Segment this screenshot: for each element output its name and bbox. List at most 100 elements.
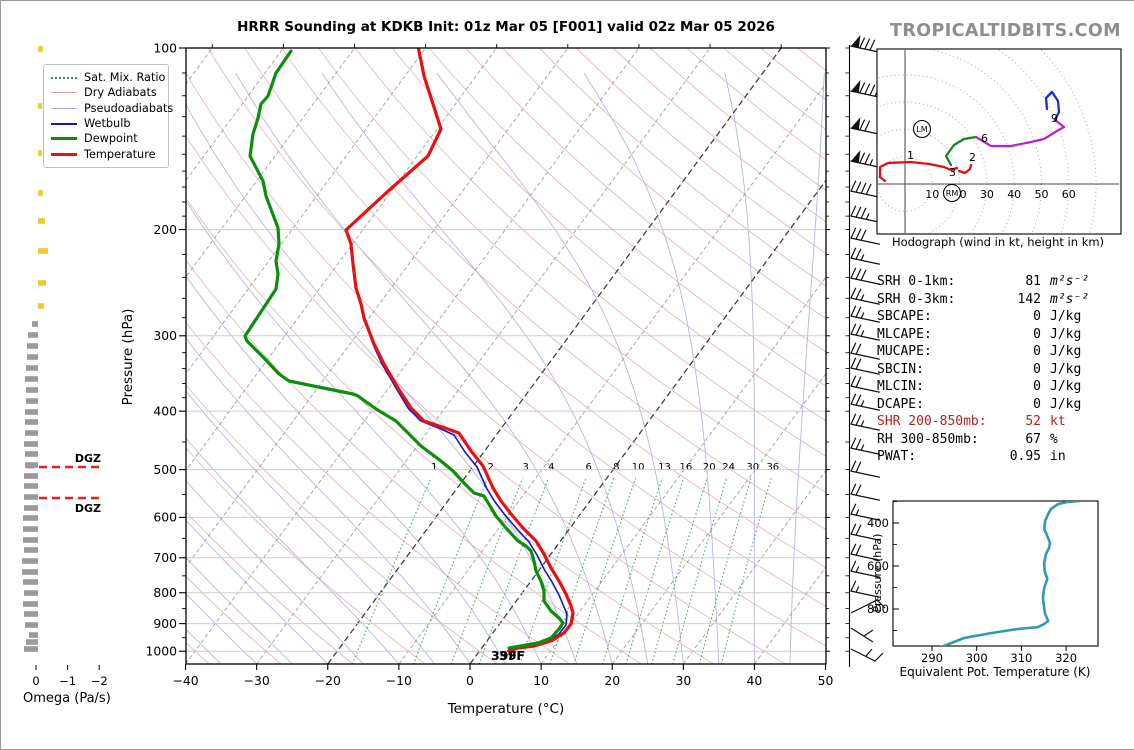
hodograph-trace-2: [957, 163, 973, 175]
index-row: MLCIN: 0 J/kg: [877, 378, 1127, 396]
svg-text:LM: LM: [916, 125, 927, 134]
index-row: SHR 200-850mb: 52 kt: [877, 413, 1127, 431]
svg-text:600: 600: [153, 510, 177, 525]
index-cell: 0: [1033, 344, 1041, 360]
index-row: PWAT: 0.95 in: [877, 448, 1127, 466]
svg-text:600: 600: [867, 559, 889, 573]
legend-item-pseudo: Pseudoadiabats: [51, 101, 173, 116]
svg-text:3: 3: [522, 462, 528, 473]
legend: Sat. Mix. Ratio Dry Adiabats Pseudoadiabat…: [43, 64, 173, 168]
hodograph-trace-6-9: [974, 118, 1066, 148]
indices-panel: SRH 0-1km: 81 m²s⁻² SRH 0-3km: 142 m²s⁻² SBCAP…: [877, 273, 1127, 466]
surface-dewpoint-label: 39F: [491, 648, 517, 663]
svg-text:6: 6: [981, 132, 988, 145]
thetae-x-label: Equivalent Pot. Temperature (K): [900, 665, 1091, 679]
svg-text:40: 40: [1007, 188, 1021, 201]
index-row: MUCAPE: 0 J/kg: [877, 343, 1127, 361]
svg-text:700: 700: [153, 550, 177, 565]
omega-axis-label: Omega (Pa/s): [23, 691, 111, 706]
temperature-axis-label: Temperature (°C): [447, 701, 565, 717]
svg-text:9: 9: [1051, 112, 1058, 125]
svg-text:6: 6: [586, 462, 592, 473]
index-cell: SRH 0-3km:: [877, 291, 956, 307]
index-cell: J/kg: [1050, 379, 1082, 395]
index-cell: 0: [1033, 396, 1041, 412]
hodograph-marker-RM: [942, 183, 962, 203]
hodograph-trace-0-1: [878, 160, 959, 183]
svg-text:3: 3: [949, 166, 956, 179]
svg-text:310: 310: [1010, 651, 1032, 665]
svg-text:40: 40: [747, 673, 763, 688]
svg-text:10: 10: [925, 188, 939, 201]
svg-text:2: 2: [488, 462, 494, 473]
index-cell: MLCAPE:: [877, 326, 932, 342]
index-cell: J/kg: [1050, 396, 1082, 412]
legend-item-dry: Dry Adiabats: [51, 85, 161, 100]
svg-text:13: 13: [658, 462, 671, 473]
index-cell: RH 300-850mb:: [877, 431, 979, 447]
svg-text:500: 500: [153, 462, 177, 477]
svg-text:RM: RM: [946, 189, 959, 198]
watermark: TROPICALTIDBITS.COM: [889, 21, 1121, 41]
mixing-ratio-lines: [351, 477, 772, 664]
legend-item-temp: Temperature: [51, 146, 161, 161]
svg-text:300: 300: [153, 328, 177, 343]
svg-text:300: 300: [966, 651, 988, 665]
dgz-label-lower: DGZ: [75, 502, 101, 515]
dew-line-sample: [51, 137, 77, 141]
legend-item-mix: Sat. Mix. Ratio: [51, 70, 165, 85]
legend-label: Wetbulb: [84, 117, 131, 131]
svg-text:−30: −30: [244, 673, 270, 688]
index-cell: SHR 200-850mb:: [877, 414, 987, 430]
page-title: HRRR Sounding at KDKB Init: 01z Mar 05 […: [237, 19, 775, 35]
svg-text:30: 30: [746, 462, 759, 473]
svg-text:1: 1: [431, 462, 437, 473]
index-cell: 0: [1033, 309, 1041, 325]
svg-text:400: 400: [867, 516, 889, 530]
index-cell: SBCAPE:: [877, 309, 932, 325]
hodograph-marker-LM: [912, 119, 932, 139]
index-cell: m²s⁻²: [1050, 291, 1090, 307]
svg-text:800: 800: [153, 585, 177, 600]
svg-text:320: 320: [1055, 651, 1077, 665]
pseudo-line-sample: [51, 107, 77, 109]
legend-label: Dry Adiabats: [84, 86, 157, 100]
index-cell: 142: [1017, 291, 1041, 307]
svg-text:60: 60: [1062, 188, 1076, 201]
legend-label: Sat. Mix. Ratio: [84, 71, 166, 85]
temperature-curve: [344, 48, 575, 653]
svg-text:8: 8: [613, 462, 619, 473]
svg-text:10: 10: [533, 673, 549, 688]
index-cell: J/kg: [1050, 344, 1082, 360]
index-row: SBCAPE: 0 J/kg: [877, 308, 1127, 326]
svg-text:200: 200: [153, 222, 177, 237]
svg-text:−2: −2: [91, 674, 108, 688]
svg-text:50: 50: [1035, 188, 1049, 201]
index-cell: J/kg: [1050, 309, 1082, 325]
hodograph-trace-3-6: [944, 135, 978, 167]
index-row: SRH 0-3km: 142 m²s⁻²: [877, 291, 1127, 309]
profile-curves: [243, 48, 575, 653]
svg-text:10: 10: [632, 462, 645, 473]
svg-text:50: 50: [818, 673, 834, 688]
index-cell: 0: [1033, 379, 1041, 395]
wind-barb-column: [845, 34, 886, 667]
legend-label: Temperature: [84, 147, 156, 161]
svg-text:36: 36: [766, 462, 779, 473]
legend-label: Pseudoadiabats: [84, 101, 174, 115]
index-cell: 0: [1033, 361, 1041, 377]
surface-temp-label: 39F: [499, 648, 525, 663]
thetae-panel: 400 600 800 290 300 310 320: [867, 500, 1099, 665]
index-cell: 81: [1025, 274, 1041, 289]
hodograph-trace-9+: [1044, 90, 1061, 122]
temp-line-sample: [51, 152, 77, 156]
mix-line-sample: [51, 76, 77, 79]
mixing-ratio-labels: 1 2 3 4 6 8 10 13 16 20 24 30 36: [431, 462, 779, 473]
dewpoint-curve: [243, 49, 565, 650]
svg-text:−1: −1: [59, 674, 76, 688]
index-cell: 0: [1033, 326, 1041, 342]
svg-text:1000: 1000: [145, 644, 177, 659]
